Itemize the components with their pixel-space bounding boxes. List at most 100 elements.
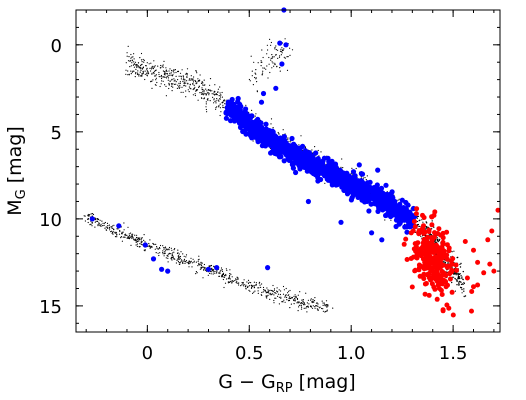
- field-star-point: [184, 262, 186, 264]
- field-star-point: [384, 219, 386, 221]
- field-star-point: [211, 90, 213, 92]
- blue-star-point: [237, 101, 243, 107]
- field-star-point: [325, 300, 328, 302]
- field-star-point: [284, 57, 286, 59]
- field-star-point: [134, 76, 136, 78]
- field-star-point: [434, 239, 437, 241]
- field-star-point: [237, 282, 239, 284]
- field-star-point: [252, 292, 254, 294]
- field-star-point: [194, 93, 196, 95]
- field-star-point: [453, 250, 455, 252]
- field-star-point: [317, 305, 319, 307]
- field-star-point: [165, 72, 167, 74]
- field-star-point: [289, 54, 291, 57]
- field-star-point: [456, 284, 458, 286]
- field-star-point: [135, 73, 137, 75]
- blue-star-point: [269, 128, 275, 135]
- field-star-point: [132, 70, 134, 72]
- field-star-point: [268, 292, 270, 294]
- field-star-point: [159, 244, 162, 247]
- field-star-point: [130, 232, 132, 234]
- field-star-point: [266, 295, 268, 297]
- field-star-point: [125, 69, 127, 71]
- field-star-point: [155, 243, 157, 245]
- field-star-point: [266, 65, 268, 67]
- field-star-point: [188, 261, 190, 263]
- field-star-point: [264, 289, 266, 291]
- field-star-point: [162, 253, 164, 255]
- field-star-point: [301, 299, 303, 301]
- blue-star-point: [205, 266, 212, 272]
- field-star-point: [201, 81, 203, 83]
- field-star-point: [298, 301, 300, 303]
- field-star-point: [270, 292, 272, 294]
- red-star-point: [469, 308, 474, 314]
- blue-star-point: [322, 173, 328, 179]
- field-star-point: [293, 297, 296, 299]
- field-star-point: [245, 288, 247, 290]
- field-star-point: [174, 258, 176, 260]
- field-star-point: [186, 80, 188, 82]
- field-star-point: [453, 276, 455, 278]
- red-star-point: [414, 206, 420, 212]
- red-star-point: [440, 307, 446, 313]
- field-star-point: [179, 84, 181, 86]
- field-star-point: [167, 75, 169, 77]
- y-axis-label-main: M: [4, 199, 26, 215]
- blue-star-point: [296, 152, 303, 158]
- field-star-point: [139, 71, 141, 73]
- field-star-point: [105, 229, 108, 231]
- blue-star-point: [334, 177, 341, 183]
- field-star-point: [170, 85, 173, 87]
- field-star-point: [277, 57, 279, 60]
- field-star-point: [214, 94, 216, 96]
- field-star-point: [194, 86, 196, 88]
- field-star-point: [143, 61, 145, 63]
- field-star-point: [183, 259, 185, 261]
- field-star-point: [175, 81, 177, 83]
- field-star-point: [141, 67, 143, 69]
- field-star-point: [202, 82, 204, 84]
- field-star-point: [160, 64, 162, 67]
- field-star-point: [184, 261, 187, 263]
- field-star-point: [322, 304, 324, 306]
- red-star-point: [426, 292, 432, 298]
- field-star-point: [181, 69, 183, 71]
- field-star-point: [269, 294, 271, 296]
- field-star-point: [214, 84, 216, 86]
- red-star-point: [446, 305, 452, 311]
- field-star-point: [264, 290, 266, 292]
- blue-star-point: [265, 265, 271, 271]
- field-star-point: [271, 56, 274, 58]
- field-star-point: [188, 86, 190, 88]
- field-star-point: [461, 277, 463, 279]
- field-star-point: [219, 92, 221, 94]
- field-star-point: [133, 61, 135, 63]
- field-star-point: [278, 133, 280, 135]
- field-star-point: [300, 135, 302, 137]
- field-star-point: [126, 52, 128, 54]
- field-star-point: [165, 67, 167, 69]
- field-star-point: [268, 290, 270, 292]
- field-star-point: [275, 297, 277, 299]
- field-star-point: [165, 85, 167, 87]
- field-star-point: [218, 100, 220, 102]
- blue-star-point: [377, 193, 383, 200]
- field-star-point: [190, 79, 192, 81]
- field-star-point: [260, 286, 262, 288]
- field-star-point: [94, 221, 96, 223]
- blue-star-point: [283, 42, 289, 48]
- field-star-point: [221, 276, 223, 278]
- field-star-point: [219, 103, 221, 105]
- field-star-point: [262, 70, 264, 72]
- red-star-point: [489, 228, 495, 234]
- field-star-point: [241, 282, 243, 284]
- field-star-point: [163, 251, 165, 253]
- field-star-point: [91, 225, 93, 227]
- field-star-point: [299, 291, 301, 293]
- field-star-point: [131, 62, 133, 64]
- field-star-point: [207, 98, 209, 100]
- field-star-point: [88, 215, 90, 217]
- red-star-point: [409, 284, 415, 290]
- field-star-point: [121, 233, 123, 235]
